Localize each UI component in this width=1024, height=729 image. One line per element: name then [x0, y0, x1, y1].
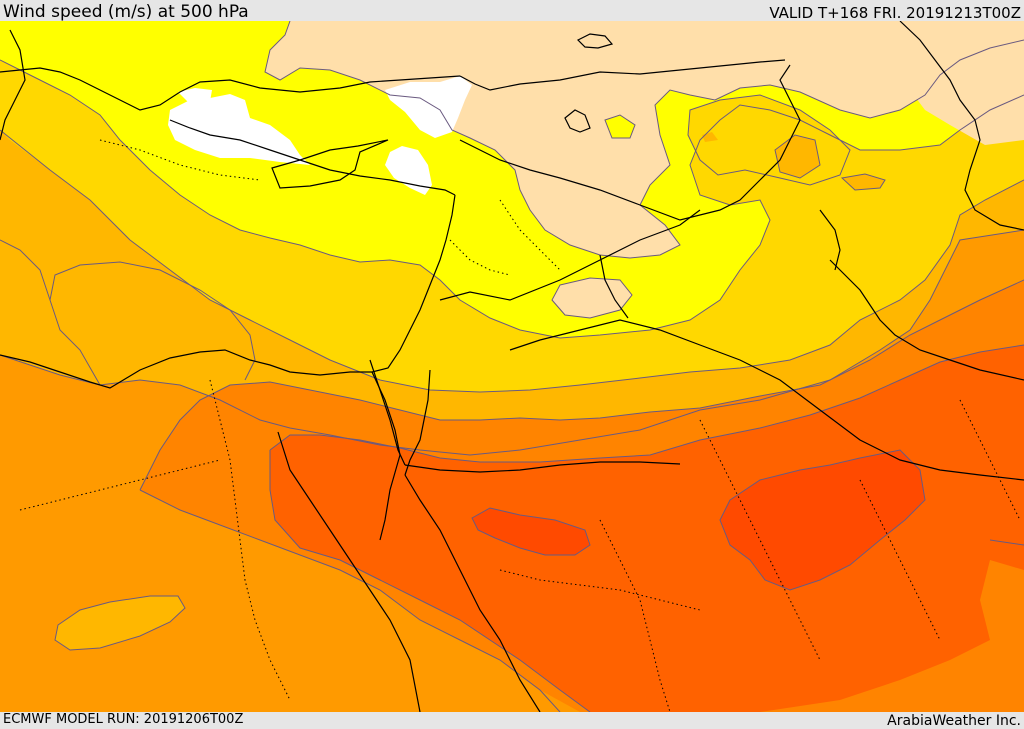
map-title: Wind speed (m/s) at 500 hPa	[3, 2, 249, 22]
band-8-fill-west	[472, 508, 590, 555]
credit: ArabiaWeather Inc.	[887, 713, 1021, 729]
no-shade-east-turkey	[385, 76, 472, 138]
valid-time: VALID T+168 FRI. 20191213T00Z	[769, 4, 1021, 22]
admin-borders	[19, 139, 1021, 712]
no-shade-syria	[385, 146, 432, 195]
model-run: ECMWF MODEL RUN: 20191206T00Z	[3, 712, 244, 727]
band-4-fill-sw	[55, 596, 185, 650]
map-canvas	[0, 21, 1024, 712]
band-4-fill-spot2	[842, 174, 885, 190]
band-1-fill-iraq	[552, 278, 632, 318]
map-header: Wind speed (m/s) at 500 hPa VALID T+168 …	[0, 0, 1024, 22]
contour-lines	[0, 21, 1024, 712]
band-1-fill-east	[900, 21, 1024, 145]
no-shade-turkey-north	[178, 88, 212, 104]
band-7-fill	[270, 345, 1024, 712]
map-footer: ECMWF MODEL RUN: 20191206T00Z ArabiaWeat…	[0, 712, 1024, 729]
band-4-fill-spot1	[775, 135, 820, 178]
no-shade-turkey	[168, 94, 310, 165]
wind-speed-map	[0, 21, 1024, 712]
coastlines	[0, 21, 1024, 712]
band-8-fill-east	[720, 450, 925, 590]
band-2-fill-spot	[605, 115, 635, 138]
